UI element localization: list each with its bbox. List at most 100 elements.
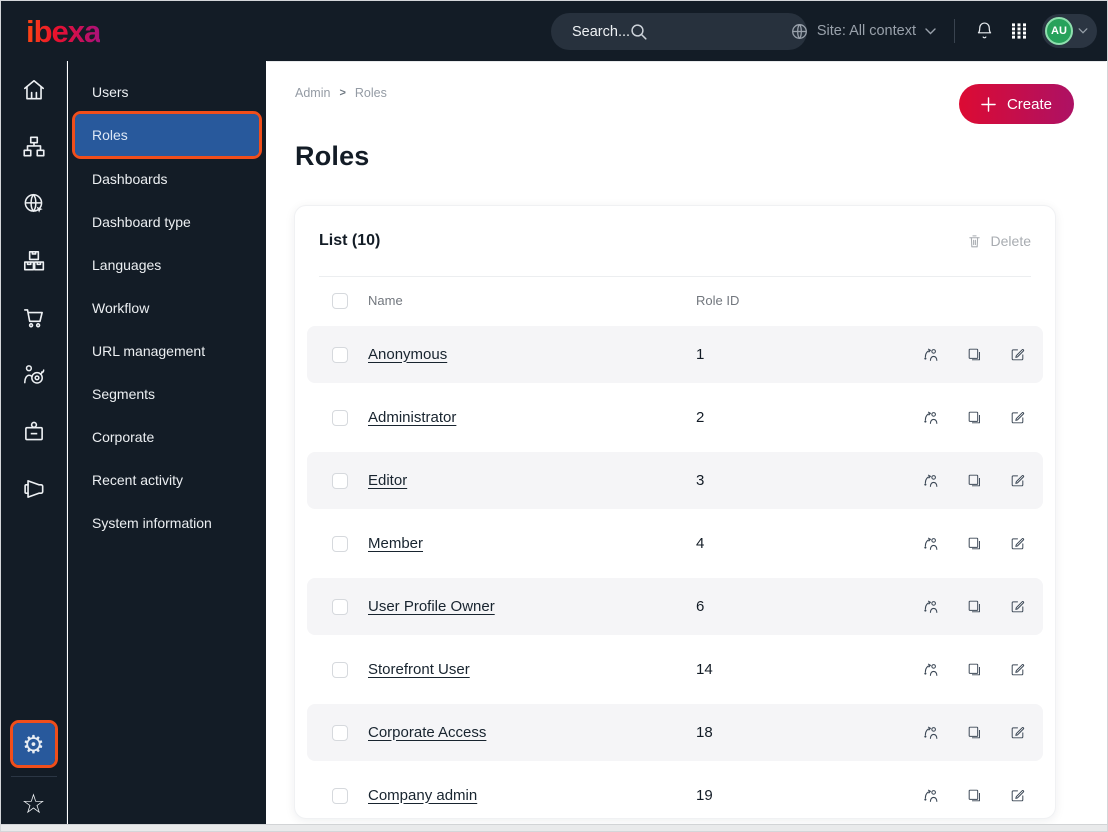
list-title: List (10) xyxy=(319,232,381,249)
roles-annotation-highlight: Roles xyxy=(72,111,262,159)
site-context-label: Site: All context xyxy=(816,23,916,39)
app-switcher-button[interactable] xyxy=(1009,21,1029,41)
create-button[interactable]: Create xyxy=(958,84,1074,124)
assign-users-icon xyxy=(922,472,940,490)
assign-users-button[interactable] xyxy=(922,724,940,742)
assign-users-button[interactable] xyxy=(922,598,940,616)
table-row: Editor 3 xyxy=(307,452,1043,509)
edit-button[interactable] xyxy=(1009,346,1026,364)
admin-sidebar: Users Roles Dashboards Dashboard type La… xyxy=(68,61,266,831)
delete-button[interactable]: Delete xyxy=(967,233,1031,250)
role-id: 14 xyxy=(696,661,713,678)
sidebar-item-system-information[interactable]: System information xyxy=(92,514,212,531)
assign-users-button[interactable] xyxy=(922,409,940,427)
sidebar-item-languages[interactable]: Languages xyxy=(92,256,162,273)
badge-icon xyxy=(21,419,47,445)
select-all-checkbox[interactable] xyxy=(332,292,348,309)
row-checkbox[interactable] xyxy=(332,535,348,552)
edit-button[interactable] xyxy=(1009,472,1026,490)
assign-users-icon xyxy=(922,661,940,679)
edit-icon xyxy=(1009,661,1026,678)
row-checkbox[interactable] xyxy=(332,346,348,363)
sidebar-item-users[interactable]: Users xyxy=(92,83,129,100)
role-link[interactable]: Editor xyxy=(368,471,408,489)
sidebar-item-roles[interactable]: Roles xyxy=(75,114,259,156)
rail-item-corporate[interactable] xyxy=(1,403,66,460)
role-link[interactable]: Member xyxy=(368,534,424,552)
search-input[interactable]: Search... xyxy=(551,13,807,50)
sidebar-item-workflow[interactable]: Workflow xyxy=(92,299,150,316)
role-link[interactable]: Anonymous xyxy=(368,345,448,363)
copy-button[interactable] xyxy=(966,346,983,364)
copy-button[interactable] xyxy=(966,409,983,427)
grid-dots-icon xyxy=(1011,23,1027,39)
delete-button-label: Delete xyxy=(990,233,1031,249)
row-checkbox[interactable] xyxy=(332,787,348,804)
edit-button[interactable] xyxy=(1009,661,1026,679)
row-actions xyxy=(922,535,1026,553)
sidebar-item-dashboards[interactable]: Dashboards xyxy=(92,170,168,187)
sidebar-item-dashboard-type[interactable]: Dashboard type xyxy=(92,213,191,230)
sidebar-item-segments[interactable]: Segments xyxy=(92,385,156,402)
rail-item-products[interactable] xyxy=(1,232,66,289)
copy-button[interactable] xyxy=(966,535,983,553)
ibexa-logo: ibexa xyxy=(26,14,101,49)
sidebar-item-url-management[interactable]: URL management xyxy=(92,342,206,359)
row-checkbox[interactable] xyxy=(332,409,348,426)
sidebar-item-corporate[interactable]: Corporate xyxy=(92,428,155,445)
assign-users-button[interactable] xyxy=(922,346,940,364)
user-menu[interactable]: AU xyxy=(1042,14,1097,48)
create-button-label: Create xyxy=(1006,95,1052,113)
copy-button[interactable] xyxy=(966,598,983,616)
rail-item-customer-targeting[interactable] xyxy=(1,346,66,403)
rail-item-bookmarks[interactable]: ☆ xyxy=(21,782,45,826)
assign-users-button[interactable] xyxy=(922,787,940,805)
assign-users-button[interactable] xyxy=(922,535,940,553)
row-actions xyxy=(922,598,1026,616)
assign-users-button[interactable] xyxy=(922,661,940,679)
rail-bottom: ⚙ ☆ xyxy=(1,720,66,826)
row-actions xyxy=(922,346,1026,364)
sidebar-item-recent-activity[interactable]: Recent activity xyxy=(92,471,184,488)
rail-item-marketing[interactable] xyxy=(1,460,66,517)
edit-button[interactable] xyxy=(1009,787,1026,805)
rail-item-admin-active[interactable]: ⚙ xyxy=(12,723,55,765)
edit-icon xyxy=(1009,598,1026,615)
notifications-button[interactable] xyxy=(973,19,996,43)
role-link[interactable]: Storefront User xyxy=(368,660,470,678)
row-actions xyxy=(922,409,1026,427)
site-context-selector[interactable]: Site: All context xyxy=(791,23,936,40)
role-link[interactable]: Corporate Access xyxy=(368,723,487,741)
row-actions xyxy=(922,724,1026,742)
role-link[interactable]: Company admin xyxy=(368,786,478,804)
rail-item-site-structure[interactable] xyxy=(1,118,66,175)
edit-button[interactable] xyxy=(1009,409,1026,427)
copy-button[interactable] xyxy=(966,724,983,742)
row-actions xyxy=(922,661,1026,679)
edit-icon xyxy=(1009,346,1026,363)
assign-users-button[interactable] xyxy=(922,472,940,490)
shopping-cart-icon xyxy=(21,305,47,331)
row-checkbox[interactable] xyxy=(332,661,348,678)
edit-button[interactable] xyxy=(1009,535,1026,553)
edit-button[interactable] xyxy=(1009,724,1026,742)
copy-button[interactable] xyxy=(966,787,983,805)
row-checkbox[interactable] xyxy=(332,472,348,489)
trash-icon xyxy=(967,233,982,250)
row-checkbox[interactable] xyxy=(332,598,348,615)
table-row: Administrator 2 xyxy=(307,389,1043,446)
edit-button[interactable] xyxy=(1009,598,1026,616)
row-checkbox[interactable] xyxy=(332,724,348,741)
copy-button[interactable] xyxy=(966,661,983,679)
rail-item-website[interactable] xyxy=(1,175,66,232)
rail-item-commerce[interactable] xyxy=(1,289,66,346)
role-link[interactable]: Administrator xyxy=(368,408,457,426)
breadcrumb-admin[interactable]: Admin xyxy=(295,86,331,100)
role-link[interactable]: User Profile Owner xyxy=(368,597,495,615)
rail-item-home[interactable] xyxy=(1,61,66,118)
table-row: User Profile Owner 6 xyxy=(307,578,1043,635)
copy-button[interactable] xyxy=(966,472,983,490)
search-icon xyxy=(630,23,648,41)
copy-icon xyxy=(966,724,983,741)
sidebar-item-roles-wrap: Roles xyxy=(68,111,266,159)
